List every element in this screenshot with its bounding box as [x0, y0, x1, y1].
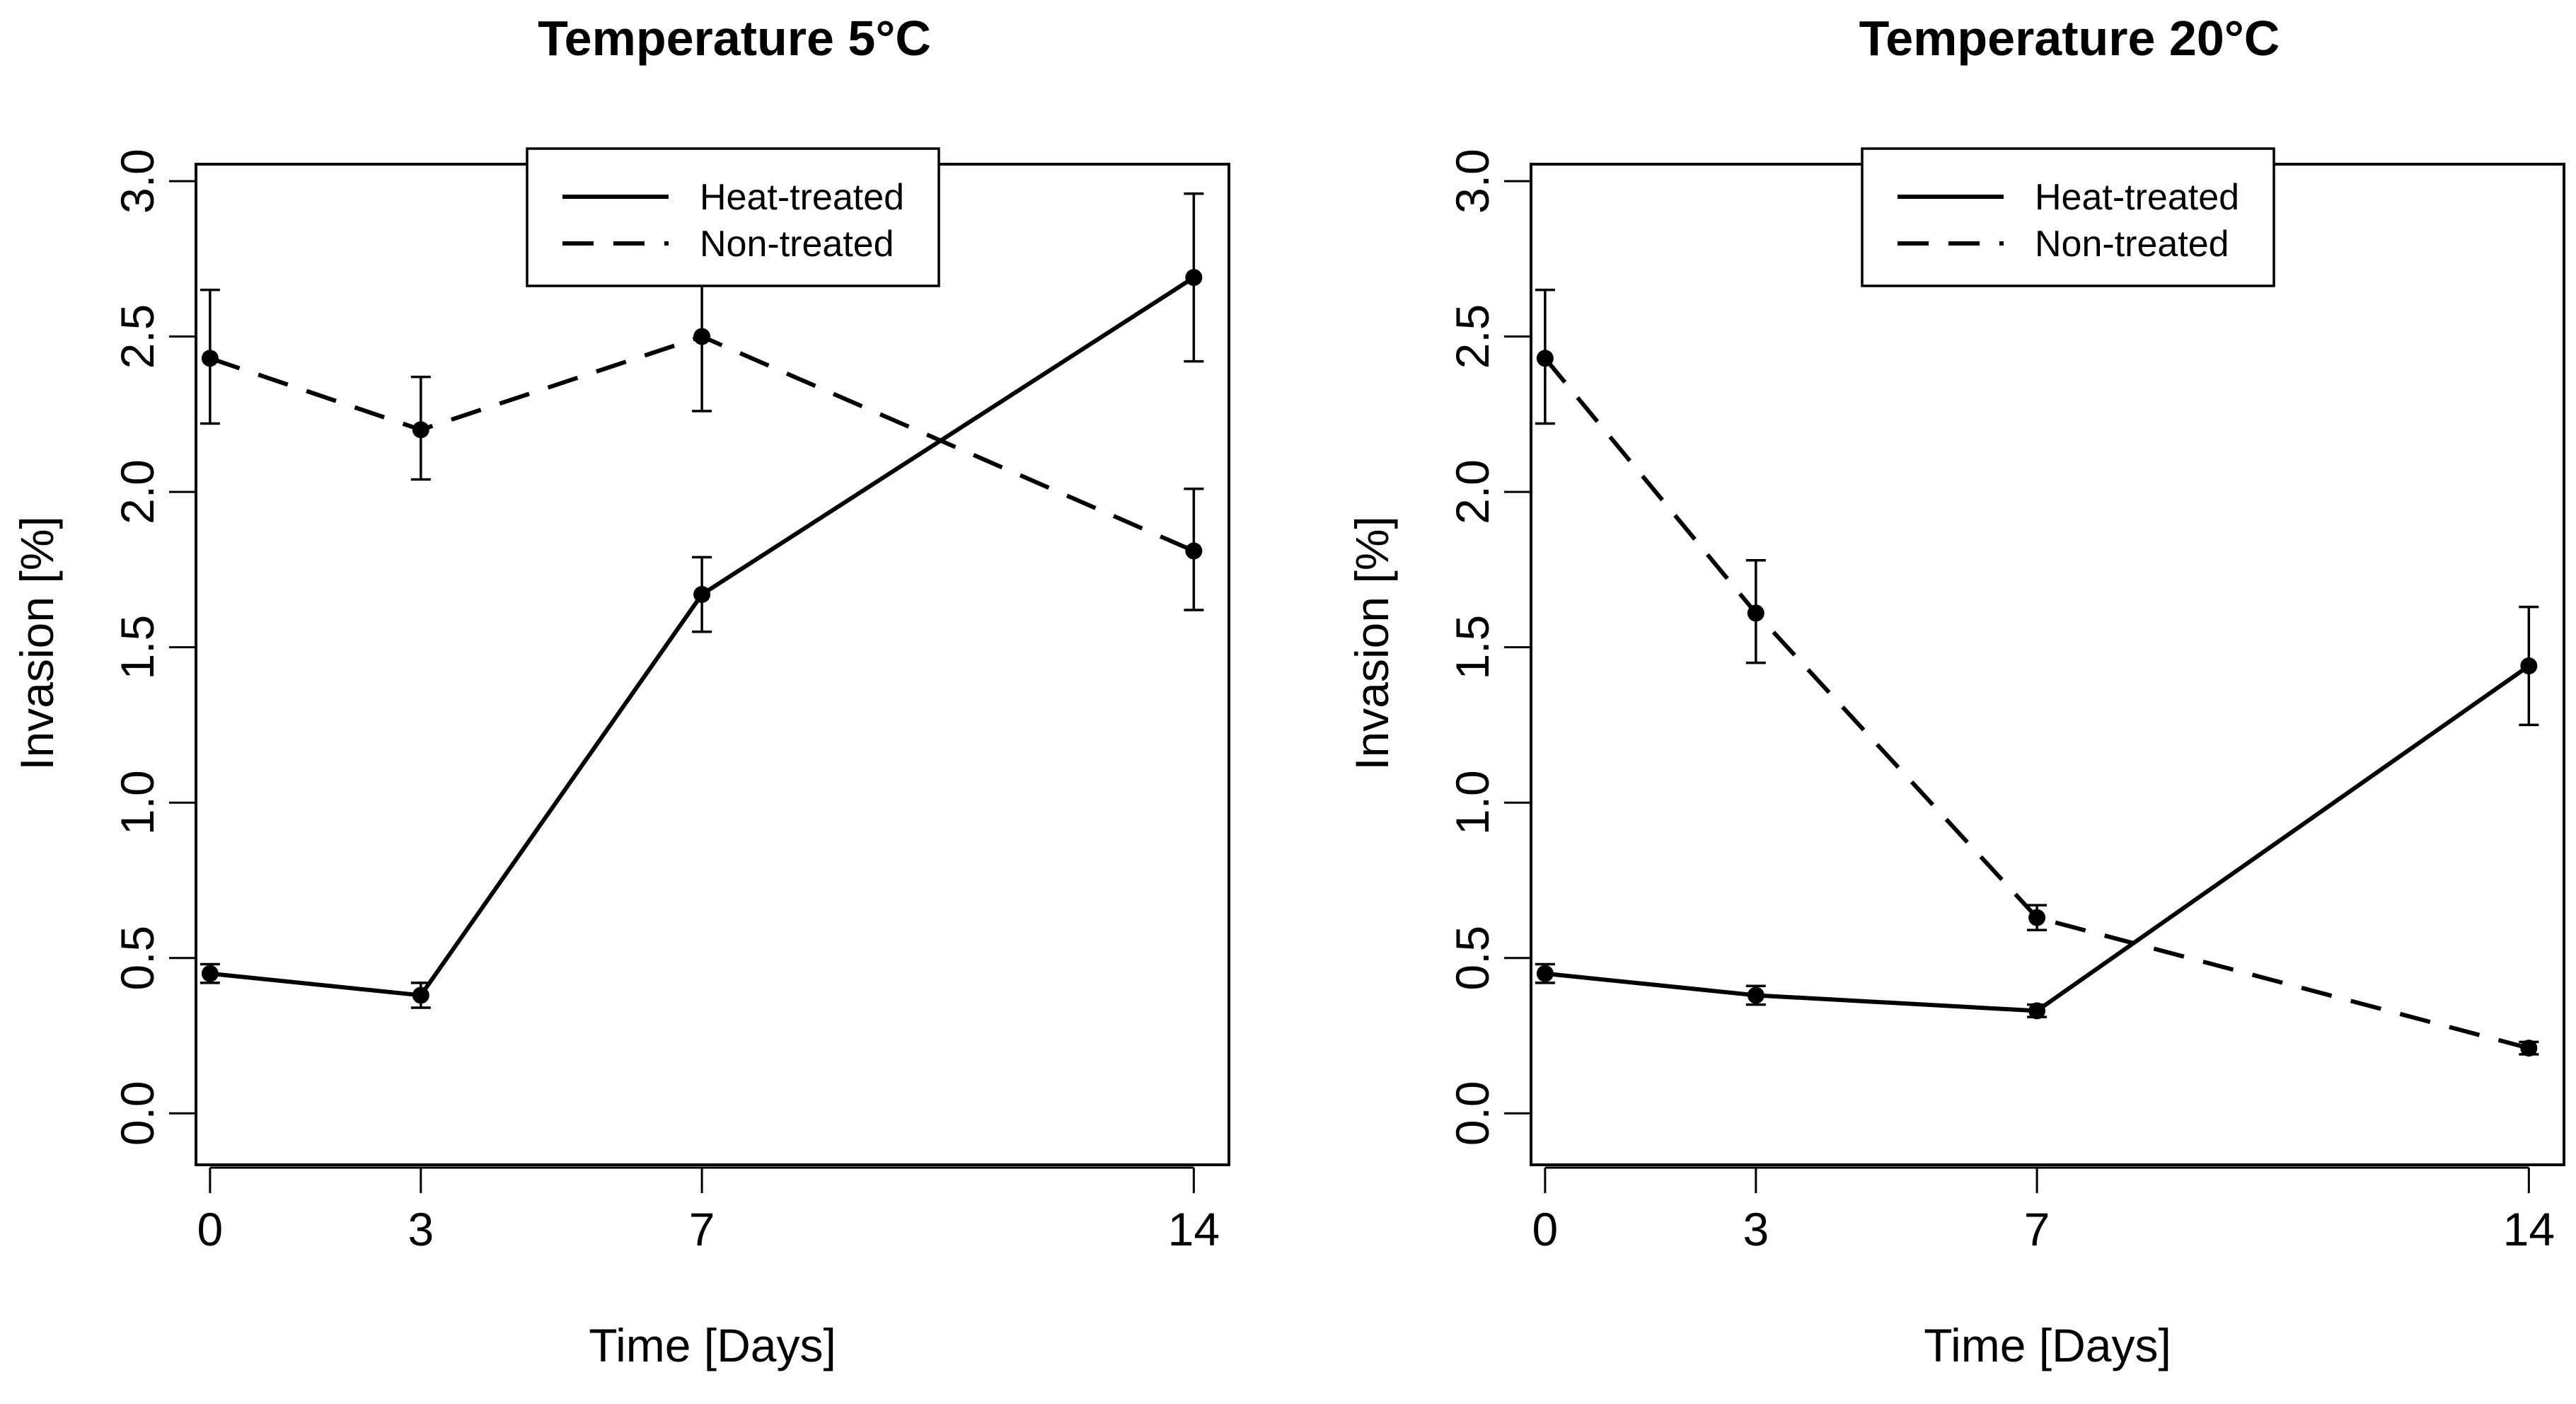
data-point	[201, 965, 219, 982]
y-tick-label: 3.0	[1446, 149, 1498, 214]
y-tick-label: 1.0	[1446, 770, 1498, 835]
data-point	[693, 586, 711, 604]
series-line	[209, 275, 1195, 998]
chart-panel-1: Temperature 5°C 0.0 0.5 1.0 1.5 2.0 2.5 3.0 Inva…	[11, 11, 1230, 1371]
data-point	[412, 421, 429, 439]
y-tick-label: 0.0	[1446, 1081, 1498, 1146]
data-point	[1185, 269, 1203, 287]
y-tick-label: 1.5	[111, 615, 163, 680]
y-tick-label: 2.5	[111, 304, 163, 369]
y-tick-label: 2.0	[111, 459, 163, 524]
y-tick-label: 0.5	[111, 926, 163, 991]
y-tick-label: 2.0	[1446, 459, 1498, 524]
data-point	[1185, 542, 1203, 560]
data-point	[693, 328, 711, 345]
legend-label-non-treated: Non-treated	[700, 224, 894, 265]
x-tick-label: 7	[689, 1203, 715, 1255]
series-line	[1543, 357, 2530, 1050]
y-tick-label: 0.0	[111, 1081, 163, 1146]
y-axis-label: Invasion [%]	[1346, 516, 1398, 771]
y-tick-label: 0.5	[1446, 926, 1498, 991]
legend-box	[1861, 147, 2275, 287]
x-tick-label: 0	[1532, 1203, 1559, 1255]
legend: Heat-treated Non-treated	[1861, 147, 2275, 287]
data-point	[1536, 350, 1554, 367]
chart-panels: Temperature 5°C 0.0 0.5 1.0 1.5 2.0 2.5 3.0 Inva…	[11, 11, 2565, 1371]
x-tick-label: 3	[1743, 1203, 1769, 1255]
series-non-treated	[1535, 288, 2539, 1057]
data-point	[1747, 604, 1764, 622]
data-point	[201, 350, 219, 367]
data-point	[2028, 909, 2046, 926]
data-point	[2520, 1040, 2538, 1057]
data-point	[412, 986, 429, 1004]
x-tick-label: 3	[408, 1203, 434, 1255]
series-heat-treated	[200, 192, 1204, 1009]
data-point	[1536, 965, 1554, 982]
legend-label-heat-treated: Heat-treated	[2035, 177, 2239, 218]
x-tick-label: 7	[2024, 1203, 2050, 1255]
legend-label-heat-treated: Heat-treated	[700, 177, 904, 218]
series-heat-treated	[1535, 605, 2539, 1020]
data-point	[2520, 657, 2538, 674]
chart-panel-2: Temperature 20°C 0.0 0.5 1.0 1.5 2.0 2.5 3.0 Inv…	[1346, 11, 2565, 1371]
x-tick-label: 0	[197, 1203, 224, 1255]
y-tick-label: 3.0	[111, 149, 163, 214]
legend-label-non-treated: Non-treated	[2035, 224, 2229, 265]
y-axis-label: Invasion [%]	[11, 516, 63, 771]
series-line	[209, 334, 1195, 553]
y-tick-label: 1.5	[1446, 615, 1498, 680]
legend-box	[526, 147, 940, 287]
data-point	[2028, 1002, 2046, 1020]
x-axis-label: Time [Days]	[1924, 1319, 2171, 1371]
x-tick-label: 14	[1168, 1203, 1220, 1255]
series-non-treated	[200, 260, 1204, 611]
y-tick-label: 1.0	[111, 770, 163, 835]
series-line	[1544, 664, 2531, 1013]
x-axis-label: Time [Days]	[589, 1319, 836, 1371]
legend: Heat-treated Non-treated	[526, 147, 940, 287]
chart-title: Temperature 5°C	[538, 11, 931, 66]
x-tick-label: 14	[2503, 1203, 2555, 1255]
data-point	[1747, 986, 1764, 1004]
y-tick-label: 2.5	[1446, 304, 1498, 369]
chart-title: Temperature 20°C	[1859, 11, 2280, 66]
